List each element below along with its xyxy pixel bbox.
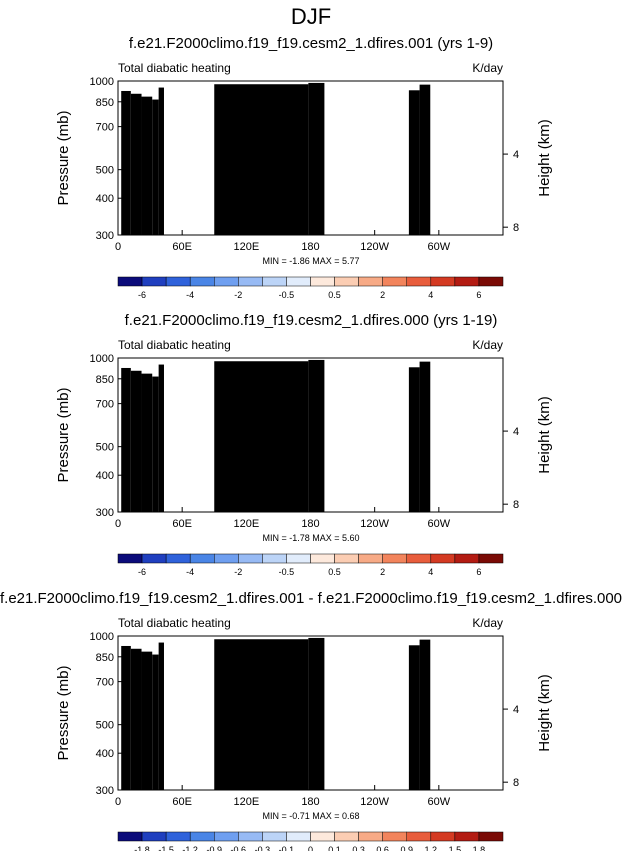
colorbar-label: -0.5 xyxy=(279,290,295,300)
colorbar-label: 0.5 xyxy=(328,290,341,300)
x-tick-label: 180 xyxy=(301,241,319,253)
y-axis-title: Pressure (mb) xyxy=(55,110,72,205)
y-tick-label: 500 xyxy=(96,165,114,177)
colorbar-box xyxy=(479,277,503,286)
y-tick-label: 700 xyxy=(96,122,114,134)
colorbar-label: 4 xyxy=(428,290,433,300)
topography-block xyxy=(121,91,131,235)
x-tick-label: 120E xyxy=(233,241,259,253)
panel-title: f.e21.F2000climo.f19_f19.cesm2_1.dfires.… xyxy=(125,312,498,329)
x-tick-label: 60W xyxy=(428,241,451,253)
topography-block xyxy=(214,84,308,235)
colorbar-box xyxy=(190,277,214,286)
y-tick-label: 850 xyxy=(96,97,114,109)
topography xyxy=(121,83,430,235)
colorbar-box xyxy=(118,277,142,286)
min-max-stats: MIN = -1.86 MAX = 5.77 xyxy=(262,256,359,266)
colorbar-box xyxy=(238,277,262,286)
panel-right-label: K/day xyxy=(472,338,503,352)
y2-tick-label: 4 xyxy=(513,149,519,161)
y-tick-label: 1000 xyxy=(90,76,114,88)
colorbar-box xyxy=(407,277,431,286)
colorbar-box xyxy=(262,277,286,286)
colorbar-label: 2 xyxy=(380,290,385,300)
topography-block xyxy=(409,90,420,235)
colorbar-label: -6 xyxy=(138,290,146,300)
x-tick-label: 120W xyxy=(360,241,389,253)
colorbar-box xyxy=(359,277,383,286)
topography-block xyxy=(131,94,142,235)
y2-tick-label: 8 xyxy=(513,222,519,234)
colorbar-box xyxy=(214,277,238,286)
colorbar-box xyxy=(335,277,359,286)
colorbar-label: 6 xyxy=(476,290,481,300)
panel-left-label: Total diabatic heating xyxy=(118,61,231,75)
y-tick-label: 400 xyxy=(96,193,114,205)
topography-block xyxy=(152,100,158,235)
panel-right-label: K/day xyxy=(472,61,503,75)
y2-axis-title: Height (km) xyxy=(536,119,553,197)
colorbar-box xyxy=(431,277,455,286)
chart-panel-1: f.e21.F2000climo.f19_f19.cesm2_1.dfires.… xyxy=(55,35,553,300)
colorbar-label: -2 xyxy=(234,290,242,300)
page-title: DJF xyxy=(291,4,331,29)
topography-block xyxy=(159,88,164,235)
x-tick-label: 60E xyxy=(172,241,192,253)
colorbar-box xyxy=(142,277,166,286)
topography-block xyxy=(420,85,431,235)
colorbar-box xyxy=(166,277,190,286)
y-tick-label: 300 xyxy=(96,230,114,242)
colorbar-box xyxy=(286,277,310,286)
colorbar-box xyxy=(311,277,335,286)
panel-left-label: Total diabatic heating xyxy=(118,338,231,352)
colorbar-box xyxy=(383,277,407,286)
colorbar-label: -4 xyxy=(186,290,194,300)
colorbar-box xyxy=(455,277,479,286)
panel-title: f.e21.F2000climo.f19_f19.cesm2_1.dfires.… xyxy=(129,35,493,52)
topography-block xyxy=(308,83,324,235)
chart-panel-2: f.e21.F2000climo.f19_f19.cesm2_1.dfires.… xyxy=(55,312,553,577)
colorbar: -6 -4 -2 -0.5 0.5 2 4 6 xyxy=(118,277,503,300)
x-tick-label: 0 xyxy=(115,241,121,253)
topography-block xyxy=(142,97,153,235)
